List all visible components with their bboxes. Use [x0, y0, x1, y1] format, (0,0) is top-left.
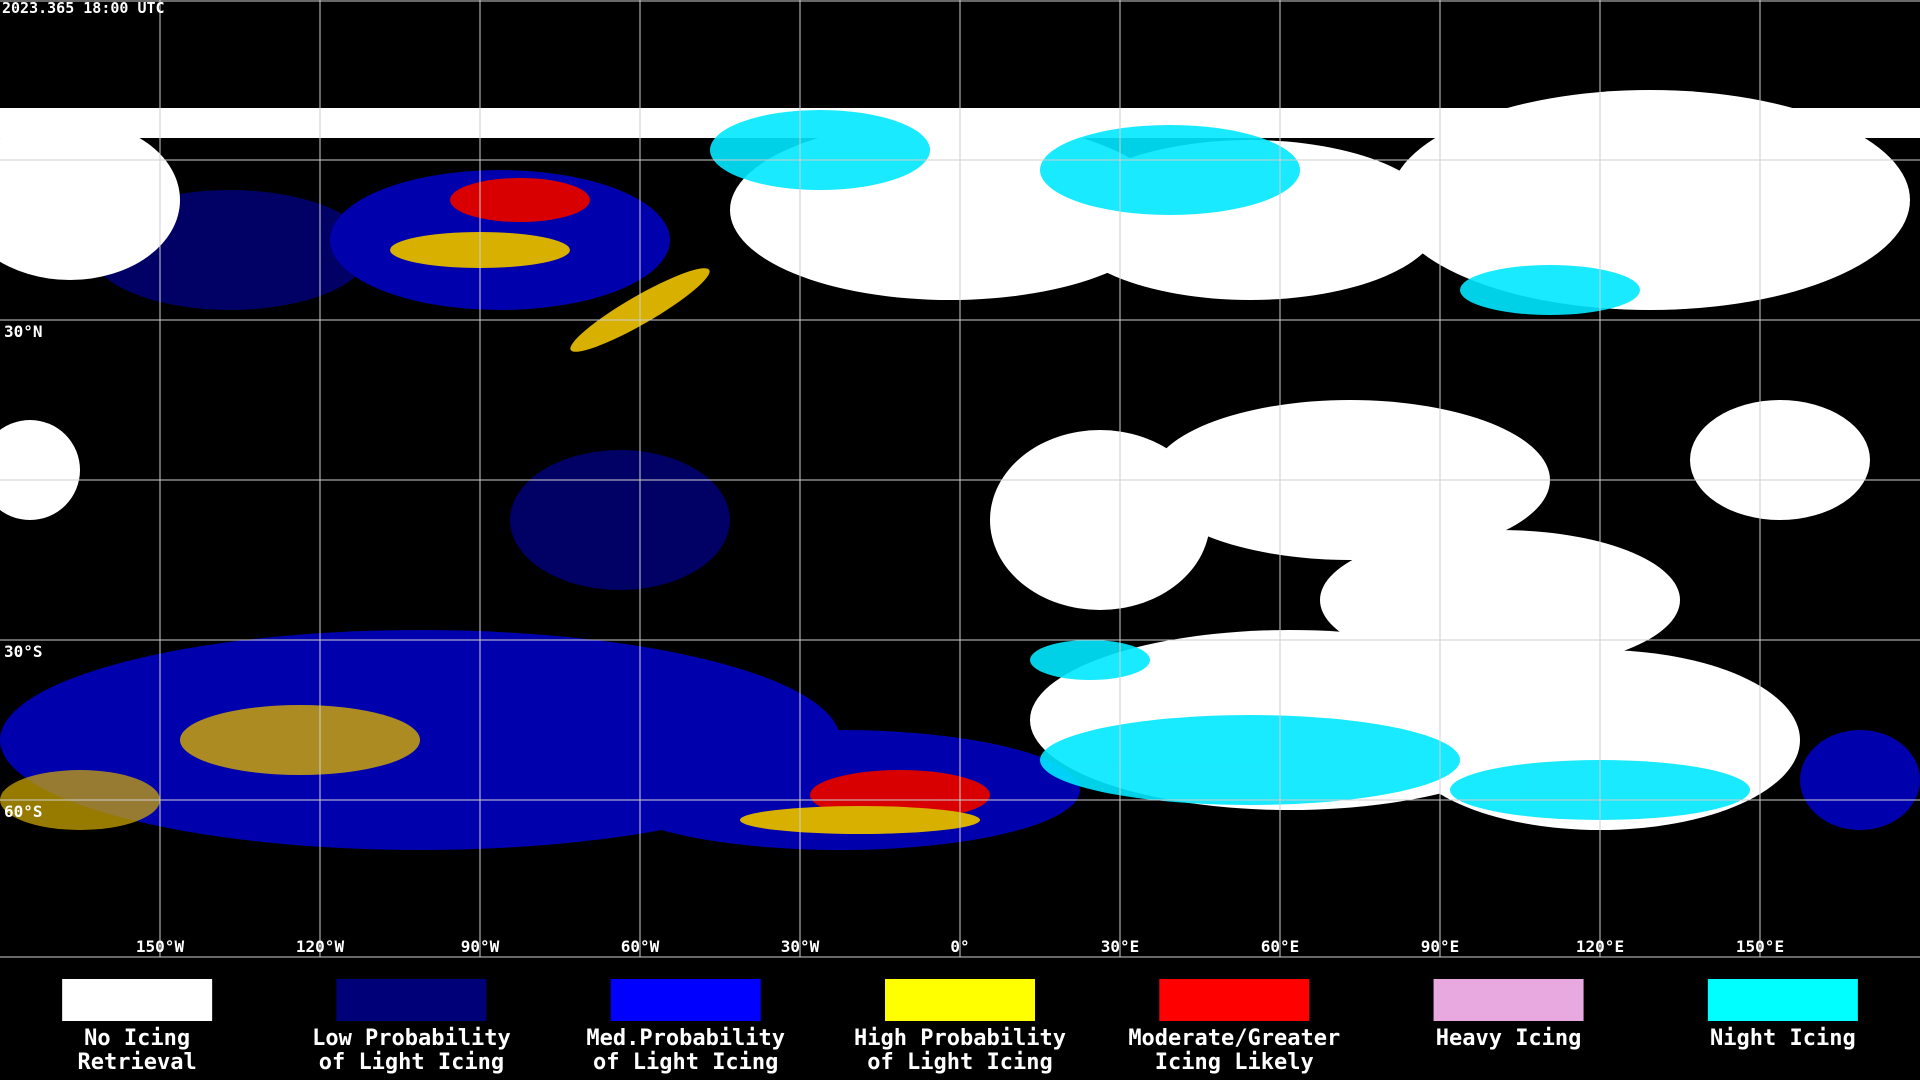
legend-label: Low Probability [312, 1026, 511, 1051]
legend-label: Retrieval [78, 1050, 197, 1075]
legend-label: Med.Probability [586, 1026, 785, 1051]
legend-label: Moderate/Greater [1128, 1026, 1340, 1051]
graticule [0, 0, 1920, 958]
latitude-label: 60°S [4, 802, 43, 821]
longitude-label: 30°E [1101, 937, 1140, 956]
legend-swatch [885, 979, 1035, 1021]
legend-swatch [1707, 979, 1858, 1021]
latitude-label: 30°S [4, 642, 43, 661]
legend-swatch [336, 979, 487, 1021]
legend-label: of Light Icing [867, 1050, 1052, 1075]
longitude-label: 90°W [461, 937, 500, 956]
longitude-label: 120°W [296, 937, 345, 956]
longitude-label: 150°W [136, 937, 185, 956]
legend-swatch [1433, 979, 1584, 1021]
longitude-label: 150°E [1736, 937, 1784, 956]
longitude-label: 60°E [1261, 937, 1300, 956]
legend-label: No Icing [84, 1026, 190, 1051]
graticule-labels: 150°W 120°W 90°W 60°W 30°W 0° 30°E 60°E 90°E 120°… [4, 322, 1784, 956]
longitude-label: 60°W [621, 937, 660, 956]
legend-label: of Light Icing [319, 1050, 504, 1075]
legend-label: of Light Icing [593, 1050, 778, 1075]
legend-swatch [610, 979, 761, 1021]
timestamp: 2023.365 18:00 UTC [2, 0, 165, 17]
legend-label: High Probability [854, 1026, 1066, 1051]
legend-swatch [1159, 979, 1310, 1021]
latitude-label: 30°N [4, 322, 43, 341]
legend-label: Heavy Icing [1436, 1026, 1582, 1051]
legend-label: Night Icing [1710, 1026, 1856, 1051]
longitude-label: 90°E [1421, 937, 1460, 956]
longitude-label: 0° [950, 937, 969, 956]
imagery [0, 90, 1920, 850]
legend-label: Icing Likely [1155, 1050, 1314, 1075]
longitude-label: 30°W [781, 937, 820, 956]
longitude-label: 120°E [1576, 937, 1624, 956]
legend-swatch [62, 979, 213, 1021]
